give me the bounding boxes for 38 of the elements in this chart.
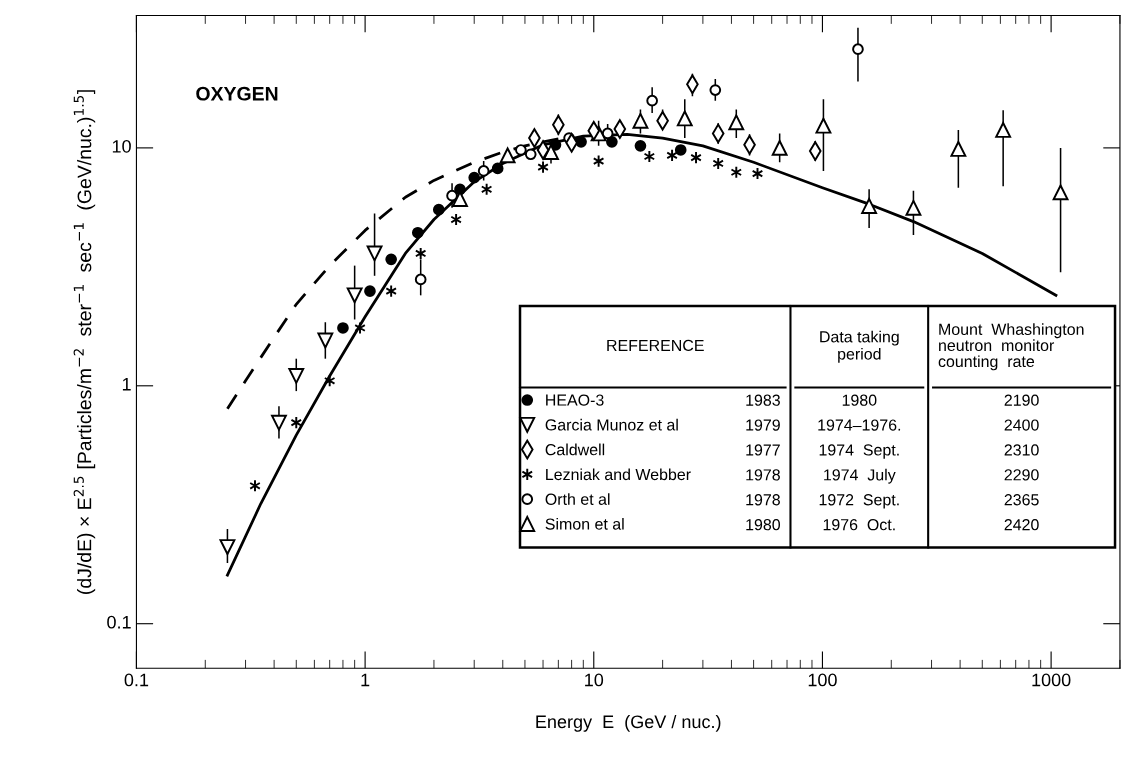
annotation: 1978 [746, 494, 780, 506]
x-tick-label: 0.1 [124, 673, 149, 687]
legend-label: Orth et al [545, 493, 610, 505]
y-tick-label: 0.1 [107, 615, 131, 629]
legend-label: Simon et al [545, 517, 624, 530]
legend-label: Garcia Munoz et al [545, 418, 678, 431]
y-tick-label: 1 [122, 378, 131, 391]
annotation: 1983 [746, 394, 780, 406]
x-tick-label: 10 [585, 673, 604, 687]
annotation: 1974 Sept. [819, 444, 899, 459]
annotation: 1979 [746, 419, 780, 431]
text: (dJ/dE) × E$^{2.5}$ [Particles/m$^{−2}$ ster$^{−1}$ sec$^{−1}$ (GeV/nuc.)$^{1.5}$] [73, 90, 96, 594]
y-tick-label: 10 [112, 139, 131, 153]
annotation: 2365 [1004, 494, 1039, 506]
legend-label: Lezniak and Webber [546, 468, 691, 481]
annotation: 2400 [1004, 419, 1039, 431]
legend-label: Caldwell [545, 443, 605, 456]
annotation: 1977 [746, 444, 780, 456]
x-axis-title: Energy E (GeV / nuc.) [536, 714, 721, 732]
annotation: 2310 [1004, 444, 1039, 456]
annotation: Mount Whashington neutron monitor counting rate [938, 323, 1084, 371]
annotation: 1976 Oct. [823, 519, 895, 531]
annotation: 1972 Sept. [819, 494, 899, 509]
legend-label: HEAO-3 [546, 394, 604, 406]
x-tick-label: 1000 [1032, 673, 1071, 687]
annotation: 2420 [1004, 519, 1039, 531]
annotation: 1974 July [824, 468, 896, 484]
annotation: 1978 [746, 469, 780, 481]
annotation: Data taking period [820, 330, 899, 363]
x-tick-label: 100 [808, 673, 837, 687]
annotation: 1980 [842, 394, 877, 406]
annotation: REFERENCE [607, 339, 704, 352]
annotation: 2190 [1004, 394, 1039, 406]
annotation: 1980 [746, 519, 781, 531]
x-tick-label: 1 [361, 673, 370, 687]
annotation: 1974–1976. [818, 419, 901, 431]
annotation: 2290 [1004, 469, 1039, 481]
text: OXYGEN [196, 86, 278, 101]
